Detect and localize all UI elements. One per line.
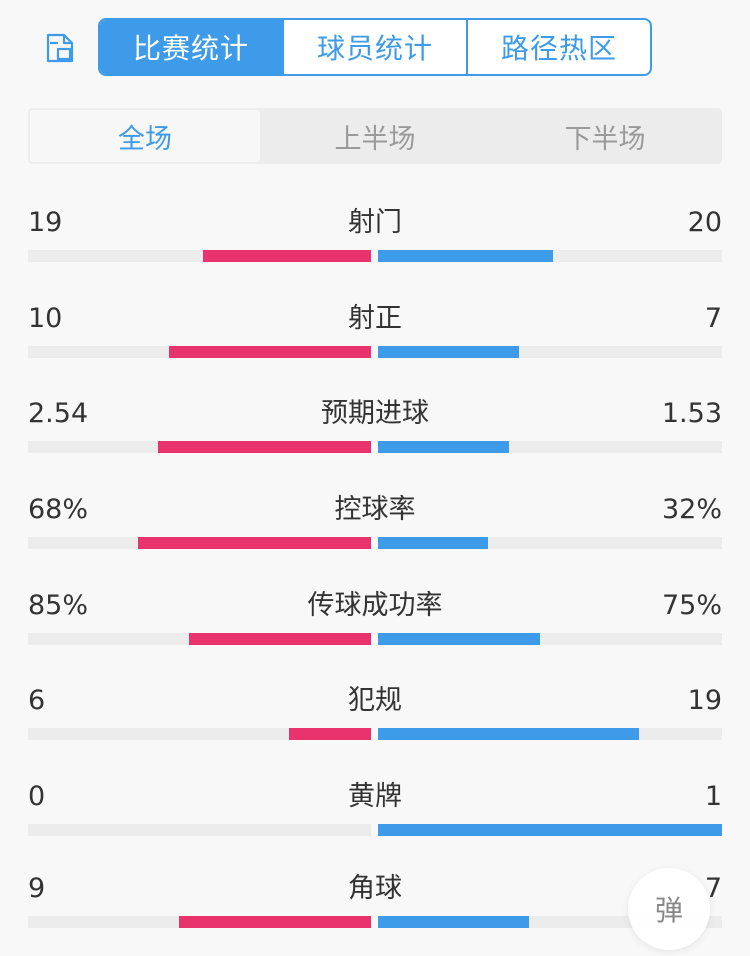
share-save-icon[interactable]: [44, 31, 78, 65]
stat-row: 9 角球 7: [28, 869, 722, 939]
home-bar-track: [28, 537, 371, 549]
period-tab-bar: 全场 上半场 下半场: [28, 108, 722, 164]
away-value: 1: [704, 781, 722, 812]
home-bar: [169, 346, 371, 358]
stat-row: 0 黄牌 1: [28, 777, 722, 847]
home-bar-track: [28, 916, 371, 928]
home-value: 6: [28, 685, 46, 716]
home-value: 10: [28, 303, 63, 334]
home-bar-track: [28, 346, 371, 358]
tab-heatmap[interactable]: 路径热区: [466, 20, 650, 74]
home-bar: [189, 633, 371, 645]
away-bar-track: [378, 728, 722, 740]
home-bar: [138, 537, 371, 549]
danmu-button[interactable]: 弹: [628, 868, 710, 950]
away-bar: [378, 441, 509, 453]
away-value: 7: [704, 303, 722, 334]
home-bar-track: [28, 250, 371, 262]
tab-first-half[interactable]: 上半场: [334, 123, 416, 155]
home-value: 2.54: [28, 398, 89, 429]
home-value: 0: [28, 781, 46, 812]
away-value: 75%: [661, 590, 722, 621]
away-bar-track: [378, 250, 722, 262]
away-bar-track: [378, 346, 722, 358]
stat-label: 射门: [348, 207, 402, 238]
stat-row: 6 犯规 19: [28, 681, 722, 751]
home-value: 9: [28, 873, 46, 904]
away-bar: [378, 537, 488, 549]
away-bar-track: [378, 441, 722, 453]
home-value: 68%: [28, 494, 89, 525]
away-value: 19: [687, 685, 722, 716]
stat-label: 射正: [348, 303, 402, 334]
away-bar-track: [378, 633, 722, 645]
tab-match-stats[interactable]: 比赛统计: [100, 20, 282, 74]
away-bar-track: [378, 537, 722, 549]
home-bar: [158, 441, 371, 453]
home-bar: [179, 916, 371, 928]
away-value: 7: [704, 873, 722, 904]
stat-label: 黄牌: [348, 781, 402, 812]
away-value: 32%: [661, 494, 722, 525]
home-value: 85%: [28, 590, 89, 621]
away-value: 20: [687, 207, 722, 238]
stats-tab-bar: 比赛统计 球员统计 路径热区: [98, 18, 652, 76]
home-bar-track: [28, 728, 371, 740]
away-bar: [378, 916, 529, 928]
away-bar: [378, 346, 519, 358]
away-bar: [378, 824, 722, 836]
tab-second-half[interactable]: 下半场: [564, 123, 646, 155]
home-bar: [203, 250, 371, 262]
away-value: 1.53: [661, 398, 722, 429]
stat-row: 68% 控球率 32%: [28, 490, 722, 560]
stat-label: 预期进球: [321, 398, 429, 429]
stat-label: 犯规: [348, 685, 402, 716]
away-bar-track: [378, 824, 722, 836]
stat-row: 85% 传球成功率 75%: [28, 586, 722, 656]
away-bar: [378, 728, 639, 740]
stat-label: 控球率: [334, 494, 416, 525]
stat-row: 19 射门 20: [28, 203, 722, 273]
away-bar: [378, 250, 553, 262]
home-value: 19: [28, 207, 63, 238]
away-bar: [378, 633, 540, 645]
stat-row: 10 射正 7: [28, 299, 722, 369]
home-bar: [289, 728, 371, 740]
stat-label: 传球成功率: [307, 590, 443, 621]
stat-label: 角球: [348, 873, 402, 904]
home-bar-track: [28, 824, 371, 836]
home-bar-track: [28, 633, 371, 645]
tab-full-match[interactable]: 全场: [30, 110, 260, 162]
tab-player-stats[interactable]: 球员统计: [282, 20, 466, 74]
stat-row: 2.54 预期进球 1.53: [28, 394, 722, 464]
home-bar-track: [28, 441, 371, 453]
